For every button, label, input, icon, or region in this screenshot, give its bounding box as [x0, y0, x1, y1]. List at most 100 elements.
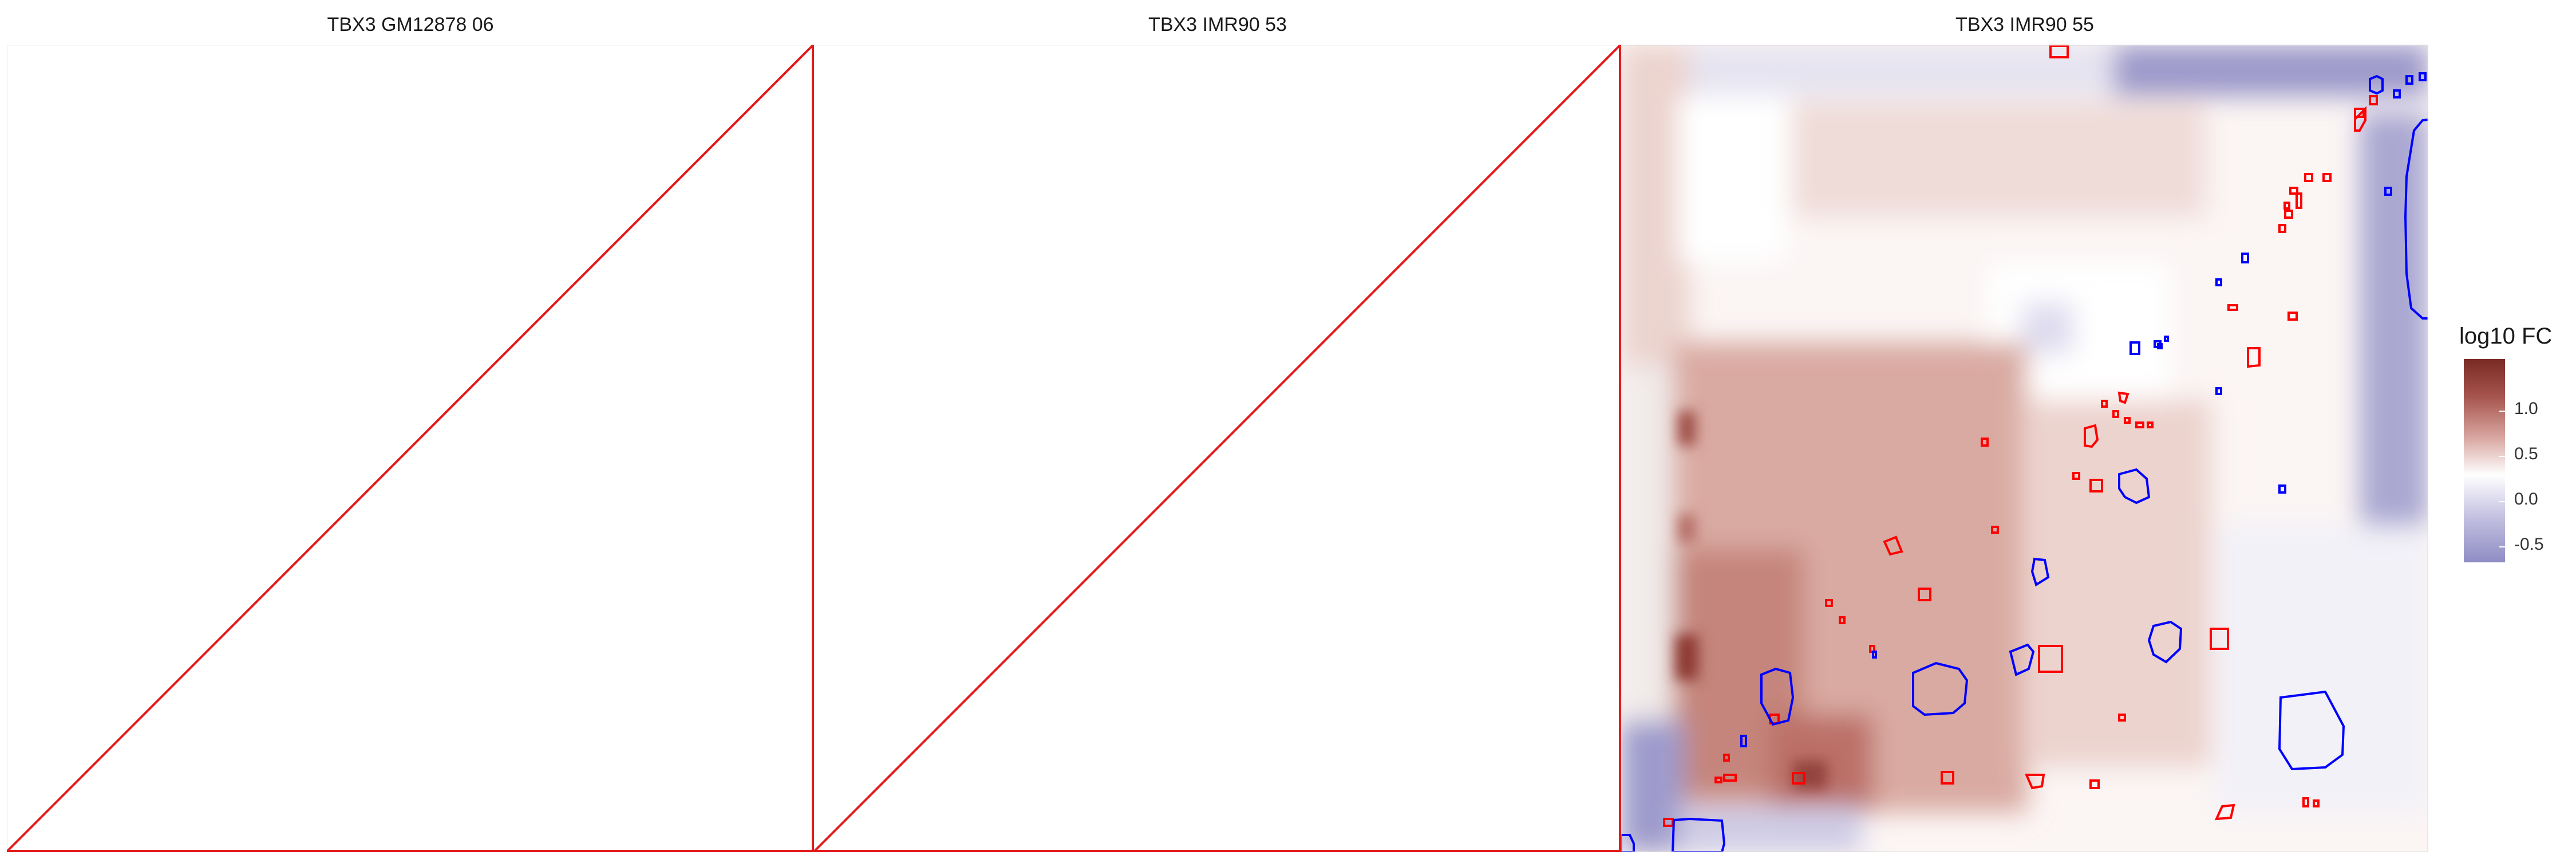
enriched-loop-outline	[2101, 400, 2108, 408]
depleted-loop-outline	[1912, 661, 1969, 716]
enriched-loop-outline	[2304, 173, 2313, 182]
enriched-loop-outline	[1918, 588, 1931, 601]
heatmap-region	[1621, 365, 1673, 720]
enriched-loop-outline	[1991, 526, 1999, 534]
heatmap-svg	[1621, 45, 2428, 852]
enriched-loop-outline	[2278, 224, 2286, 233]
enriched-loop-outline	[2296, 192, 2302, 209]
enriched-loop-outline	[2024, 774, 2045, 790]
legend-tick-label: 0.5	[2514, 444, 2538, 463]
empty-triangle-outline	[7, 45, 814, 852]
empty-panel-svg	[7, 45, 814, 852]
heatmap-cells	[1621, 45, 2428, 852]
heatmap-region	[2360, 113, 2428, 526]
enriched-loop-outline	[1825, 599, 1833, 607]
legend-tick-label: 0.0	[2514, 490, 2538, 509]
heatmap-hotspots	[1676, 411, 1827, 789]
depleted-loop-outline	[2147, 620, 2183, 664]
heatmap-region	[2217, 526, 2428, 812]
enriched-loop-outline	[2369, 95, 2378, 105]
depleted-loop-outline	[1621, 834, 1635, 852]
colorbar-legend: log10 FC 1.0 0.5 0.0 -0.5	[2459, 324, 2574, 576]
depleted-loop-outline	[2369, 74, 2384, 95]
colorbar-gradient	[2464, 359, 2505, 562]
heatmap-smooth-field	[1621, 45, 2428, 852]
enriched-loop-outline	[1723, 754, 1730, 762]
enriched-loop-outline	[2117, 391, 2129, 404]
panel-title-gm12878-06: TBX3 GM12878 06	[327, 14, 494, 36]
empty-panel-svg	[814, 45, 1621, 852]
enriched-loop-outline	[1941, 771, 1954, 785]
legend-tick-label: 1.0	[2514, 399, 2538, 418]
depleted-loop-outline	[1872, 651, 1877, 659]
enriched-loop-outline	[2135, 421, 2144, 428]
enriched-loop-outline	[1883, 535, 1903, 556]
enriched-loop-outline	[2354, 106, 2366, 132]
legend-title: log10 FC	[2459, 324, 2553, 349]
enriched-loop-outline	[2284, 210, 2293, 219]
enriched-loop-outline	[2112, 410, 2119, 418]
panel-border	[1621, 45, 2428, 852]
panel-title-imr90-53: TBX3 IMR90 53	[1148, 14, 1287, 36]
heatmap-region	[2022, 400, 2211, 766]
enriched-loop-outline	[1981, 438, 1989, 447]
enriched-loop-outline	[2049, 45, 2069, 58]
heatmap-region	[2022, 302, 2073, 354]
depleted-loop-outline	[2215, 278, 2222, 286]
legend-tick-mark	[2499, 411, 2505, 412]
heatmap-panel-gm12878-06	[7, 45, 814, 852]
heatmap-region	[1621, 720, 1684, 852]
enriched-loop-outline	[2354, 108, 2365, 118]
depleted-loop-outline	[2405, 75, 2413, 85]
heatmap-region	[1678, 806, 1862, 852]
depleted-loop-outline	[2215, 387, 2222, 395]
legend-tick-label: -0.5	[2514, 535, 2544, 554]
enriched-loop-outline	[2313, 799, 2320, 807]
depleted-loop-outline	[2154, 340, 2162, 348]
depleted-loop-outline	[2278, 484, 2286, 494]
enriched-loop-outline	[2089, 779, 2100, 789]
enriched-loop-outline	[2084, 424, 2099, 448]
enriched-loop-outline	[1839, 616, 1846, 624]
panel-title-imr90-55: TBX3 IMR90 55	[1955, 14, 2094, 36]
heatmap-panel-imr90-55	[1621, 45, 2428, 852]
heatmap-hotspot	[1678, 411, 1696, 446]
empty-triangle-outline	[814, 45, 1621, 852]
depleted-loop-outline	[1760, 667, 1795, 726]
heatmap-hotspot	[1676, 635, 1698, 680]
enriched-loop-outline	[2147, 421, 2154, 428]
enriched-loop-outline	[2089, 479, 2103, 492]
enriched-loop-outline	[1792, 772, 1805, 785]
heatmap-region	[2113, 45, 2428, 96]
enriched-loop-outline	[2210, 628, 2229, 650]
depleted-loop-outline	[2404, 118, 2428, 320]
enriched-loop-outline	[2214, 803, 2235, 821]
enriched-loop-outline	[2072, 472, 2080, 480]
enriched-loop-outline	[2247, 347, 2261, 368]
enriched-loop-outline	[2118, 714, 2126, 722]
legend-tick-mark	[2499, 546, 2505, 547]
depleted-loop-outline	[1740, 735, 1747, 747]
depleted-loop-outline	[2278, 690, 2345, 771]
depleted-loop-outline	[2030, 557, 2050, 587]
heatmap-region	[1793, 102, 2205, 216]
depleted-loop-outline	[2384, 187, 2392, 196]
depleted-loop-outline	[1671, 817, 1726, 852]
depleted-loop-outline	[2241, 253, 2249, 263]
enriched-loop-outline	[2038, 645, 2063, 673]
enriched-loop-outline	[2227, 304, 2238, 311]
legend-tick-mark	[2499, 501, 2505, 502]
legend-tick-mark	[2499, 456, 2505, 457]
heatmap-hotspot	[1793, 761, 1827, 789]
depleted-loop-outline	[2129, 341, 2140, 355]
depleted-loop-outlines	[1621, 72, 2428, 852]
depleted-loop-outline	[2118, 468, 2151, 505]
enriched-loop-outline	[2287, 312, 2298, 321]
enriched-loop-outline	[1714, 777, 1722, 783]
depleted-loop-outline	[2419, 72, 2427, 81]
depleted-loop-outline	[2164, 336, 2169, 342]
enriched-loop-outlines	[1663, 45, 2378, 827]
depleted-loop-outline	[2393, 89, 2401, 98]
enriched-loop-outline	[2302, 797, 2309, 807]
enriched-loop-outline	[2283, 202, 2290, 210]
